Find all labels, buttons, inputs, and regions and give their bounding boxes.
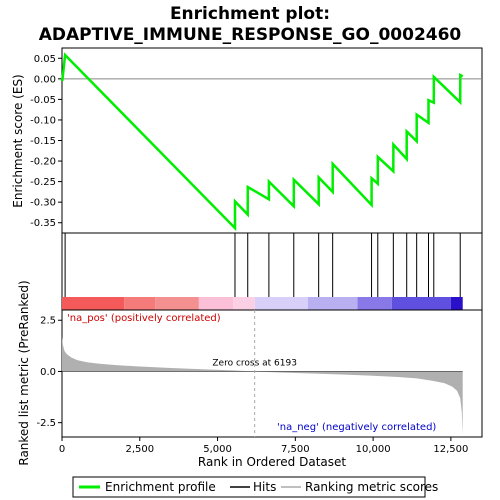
metric-y-axis-label: Ranked list metric (PreRanked) [17,280,31,465]
x-tick-label: 2,500 [125,444,154,455]
x-tick-label: 10,000 [356,444,391,455]
heatmap-segment [62,297,125,310]
es-tick-label: -0.10 [30,115,56,126]
heatmap-segment [357,297,392,310]
x-axis-label: Rank in Ordered Dataset [198,455,346,469]
heatmap-segment [254,297,308,310]
metric-tick-label: -2.5 [36,418,56,429]
heatmap-segment [124,297,156,310]
heatmap-segment [391,297,451,310]
chart-title-line2: ADAPTIVE_IMMUNE_RESPONSE_GO_0002460 [39,25,462,45]
es-panel-frame [61,47,483,234]
es-y-axis-label: Enrichment score (ES) [11,74,25,207]
chart-title-line1: Enrichment plot: [170,4,330,24]
x-tick-label: 0 [59,444,65,455]
x-tick-label: 5,000 [203,444,232,455]
zero-cross-label: Zero cross at 6193 [212,358,297,368]
metric-tick-label: 2.5 [40,316,56,327]
es-tick-label: -0.30 [30,198,56,209]
pos-correlated-label: 'na_pos' (positively correlated) [67,313,221,324]
heatmap-segment [198,297,234,310]
heatmap-segment [233,297,255,310]
ranking-metric-area [62,336,463,435]
heatmap-segment [450,297,463,310]
es-tick-label: 0.05 [34,54,56,65]
heatmap-segment [155,297,199,310]
neg-correlated-label: 'na_neg' (negatively correlated) [277,422,436,433]
metric-tick-label: 0.0 [40,367,56,378]
legend-label-enrichment: Enrichment profile [105,480,216,494]
es-tick-label: -0.15 [30,136,56,147]
es-tick-label: 0.00 [34,74,56,85]
es-tick-label: -0.25 [30,177,56,188]
legend-label-metric: Ranking metric scores [305,480,438,494]
heatmap-segment [307,297,358,310]
x-tick-label: 7,500 [281,444,310,455]
legend-label-hits: Hits [253,480,276,494]
es-tick-label: -0.05 [30,95,56,106]
x-tick-label: 12,500 [433,444,468,455]
metric-panel-frame [61,309,483,438]
es-tick-label: -0.35 [30,218,56,229]
es-tick-label: -0.20 [30,157,56,168]
es-profile-line [60,52,464,232]
